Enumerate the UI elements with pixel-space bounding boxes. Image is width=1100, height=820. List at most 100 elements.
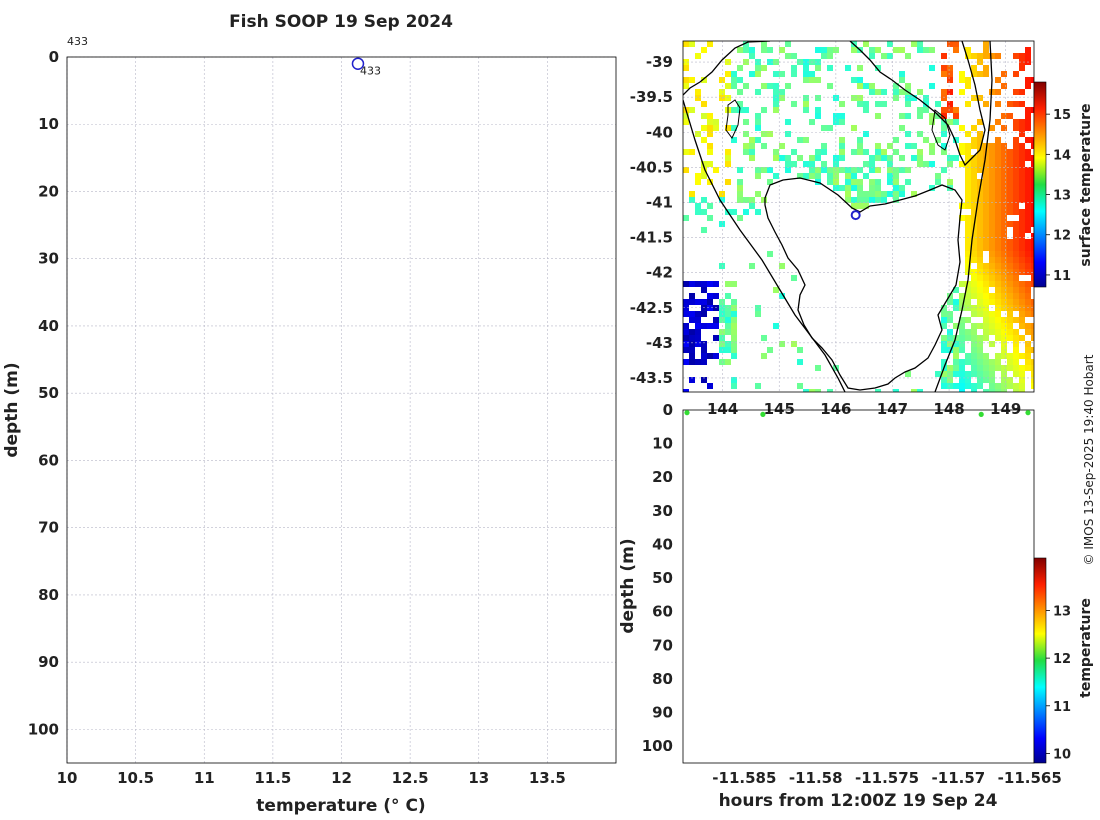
tasmania-coastline — [764, 177, 963, 391]
sst-cell — [911, 389, 917, 392]
sst-cell — [773, 149, 779, 155]
sst-cell — [1031, 281, 1034, 287]
sst-cell — [1019, 251, 1025, 257]
sst-cell — [791, 101, 797, 107]
sst-cell — [971, 173, 977, 179]
sst-cell — [851, 203, 857, 209]
sst-cell — [815, 167, 821, 173]
sst-cell — [1007, 383, 1013, 389]
sst-cell — [893, 191, 899, 197]
sst-cell — [1007, 287, 1013, 293]
sst-cell — [1019, 281, 1025, 287]
sst-cell — [947, 71, 953, 77]
sst-cell — [827, 83, 833, 89]
sst-cell — [905, 53, 911, 59]
sst-cell — [857, 137, 863, 143]
sst-cell — [1031, 233, 1034, 239]
sst-cell — [1031, 359, 1034, 365]
sst-cell — [1025, 323, 1031, 329]
sst-cell — [833, 113, 839, 119]
sst-cell — [1013, 227, 1019, 233]
sst-cell — [893, 167, 899, 173]
sst-cell — [785, 155, 791, 161]
sst-cell — [695, 299, 701, 305]
sst-cell — [683, 119, 689, 125]
sst-cell — [1025, 329, 1031, 335]
sst-cell — [989, 227, 995, 233]
sst-cell — [797, 383, 803, 389]
sst-cell — [707, 113, 713, 119]
sst-cell — [965, 167, 971, 173]
sst-cell — [971, 209, 977, 215]
sst-cell — [779, 341, 785, 347]
sst-cell — [851, 149, 857, 155]
sst-cell — [941, 335, 947, 341]
sst-cell — [1025, 155, 1031, 161]
sst-cell — [977, 149, 983, 155]
sst-cell — [815, 77, 821, 83]
sst-cell — [917, 389, 923, 392]
sst-cell — [1019, 335, 1025, 341]
sst-cell — [1001, 209, 1007, 215]
sst-cell — [869, 185, 875, 191]
sst-cell — [683, 77, 689, 83]
profile-points: 433 — [351, 57, 381, 78]
sst-cell — [743, 41, 749, 47]
sst-cell — [977, 239, 983, 245]
sst-cell — [773, 323, 779, 329]
sst-cell — [1019, 209, 1025, 215]
sst-cell — [983, 377, 989, 383]
sst-cell — [815, 155, 821, 161]
sst-cell — [1013, 365, 1019, 371]
sst-cell — [1019, 383, 1025, 389]
sst-cell — [971, 215, 977, 221]
profile-grid — [66, 56, 616, 763]
sst-cell — [995, 281, 1001, 287]
sst-cell — [713, 293, 719, 299]
sst-cell — [695, 89, 701, 95]
sst-cell — [731, 71, 737, 77]
sst-cell — [713, 119, 719, 125]
sst-cell — [977, 251, 983, 257]
sst-cell — [1001, 143, 1007, 149]
sst-cell — [977, 359, 983, 365]
sst-cell — [701, 209, 707, 215]
sst-cell — [773, 101, 779, 107]
sst-cell — [701, 47, 707, 53]
sst-cell — [1001, 203, 1007, 209]
sst-cell — [809, 77, 815, 83]
sst-cell — [827, 173, 833, 179]
sst-cell — [983, 41, 989, 47]
sst-cell — [749, 53, 755, 59]
sst-cell — [683, 341, 689, 347]
sst-cell — [779, 263, 785, 269]
sst-cell — [983, 365, 989, 371]
sst-cell — [989, 341, 995, 347]
sst-cell — [743, 107, 749, 113]
sst-cell — [905, 167, 911, 173]
sst-cell — [1019, 365, 1025, 371]
sst-cell — [809, 167, 815, 173]
sst-cell — [779, 155, 785, 161]
sst-cell — [1019, 239, 1025, 245]
sst-cell — [917, 131, 923, 137]
sst-cell — [851, 47, 857, 53]
sst-cell — [707, 353, 713, 359]
sst-cell — [905, 83, 911, 89]
sst-cell — [1031, 77, 1034, 83]
sst-cell — [827, 167, 833, 173]
sst-cell — [1001, 215, 1007, 221]
sst-cell — [1013, 251, 1019, 257]
sst-cell — [1013, 155, 1019, 161]
sst-cell — [809, 71, 815, 77]
sst-cell — [695, 179, 701, 185]
sst-cell — [845, 197, 851, 203]
sst-cell — [965, 131, 971, 137]
sst-cell — [959, 377, 965, 383]
sst-cell — [887, 173, 893, 179]
sst-cell — [947, 107, 953, 113]
sst-cell — [1019, 179, 1025, 185]
sst-cell — [959, 335, 965, 341]
sst-cell — [1013, 239, 1019, 245]
